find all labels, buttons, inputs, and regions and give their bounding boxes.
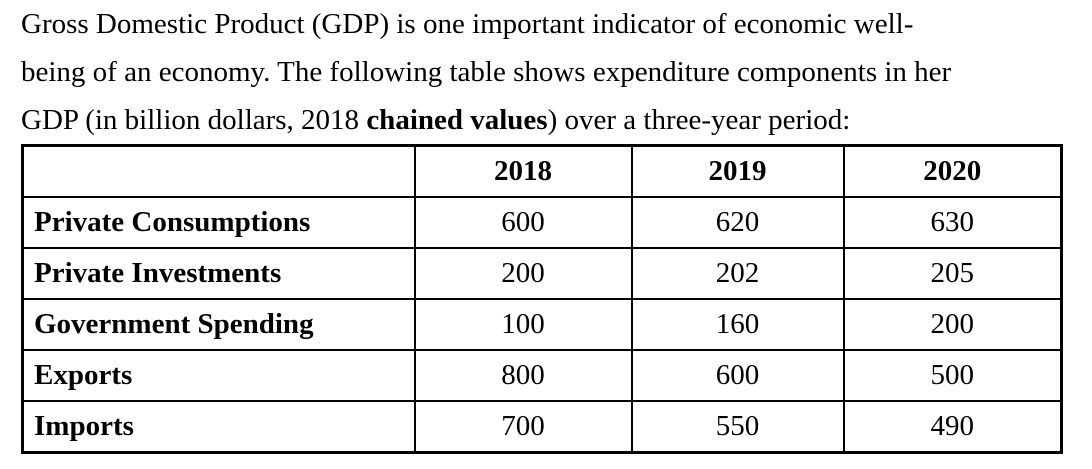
cell-value: 205 xyxy=(842,247,1063,300)
row-label-exports: Exports xyxy=(21,349,416,402)
gdp-expenditure-table: 2018 2019 2020 Private Consumptions 600 … xyxy=(21,144,1063,454)
cell-value: 700 xyxy=(413,400,633,454)
intro-paragraph: Gross Domestic Product (GDP) is one impo… xyxy=(0,0,1092,144)
header-cell-2018: 2018 xyxy=(413,144,633,198)
intro-line-1: Gross Domestic Product (GDP) is one impo… xyxy=(21,8,914,40)
cell-value: 200 xyxy=(413,247,633,300)
cell-value: 800 xyxy=(413,349,633,402)
row-label-private-investments: Private Investments xyxy=(21,247,416,300)
intro-line-3-bold: chained values xyxy=(366,104,548,136)
cell-value: 100 xyxy=(413,298,633,351)
cell-value: 160 xyxy=(630,298,845,351)
cell-value: 202 xyxy=(630,247,845,300)
table-row: Private Investments 200 202 205 xyxy=(21,247,1063,300)
cell-value: 630 xyxy=(842,196,1063,249)
cell-value: 500 xyxy=(842,349,1063,402)
cell-value: 550 xyxy=(630,400,845,454)
row-label-private-consumptions: Private Consumptions xyxy=(21,196,416,249)
intro-line-3-pre: GDP (in billion dollars, 2018 xyxy=(21,104,367,136)
table-header-row: 2018 2019 2020 xyxy=(21,144,1063,198)
intro-line-3-post: ) over a three-year period: xyxy=(547,104,851,136)
table-row: Imports 700 550 490 xyxy=(21,400,1063,454)
table-row: Private Consumptions 600 620 630 xyxy=(21,196,1063,249)
header-cell-2020: 2020 xyxy=(842,144,1063,198)
table-row: Government Spending 100 160 200 xyxy=(21,298,1063,351)
intro-line-2: being of an economy. The following table… xyxy=(21,56,952,88)
cell-value: 200 xyxy=(842,298,1063,351)
header-cell-blank xyxy=(21,144,416,198)
cell-value: 620 xyxy=(630,196,845,249)
row-label-imports: Imports xyxy=(21,400,416,454)
header-cell-2019: 2019 xyxy=(630,144,845,198)
table-row: Exports 800 600 500 xyxy=(21,349,1063,402)
intro-line-3: GDP (in billion dollars, 2018 chained va… xyxy=(21,96,1074,144)
cell-value: 600 xyxy=(630,349,845,402)
cell-value: 490 xyxy=(842,400,1063,454)
row-label-government-spending: Government Spending xyxy=(21,298,416,351)
cell-value: 600 xyxy=(413,196,633,249)
